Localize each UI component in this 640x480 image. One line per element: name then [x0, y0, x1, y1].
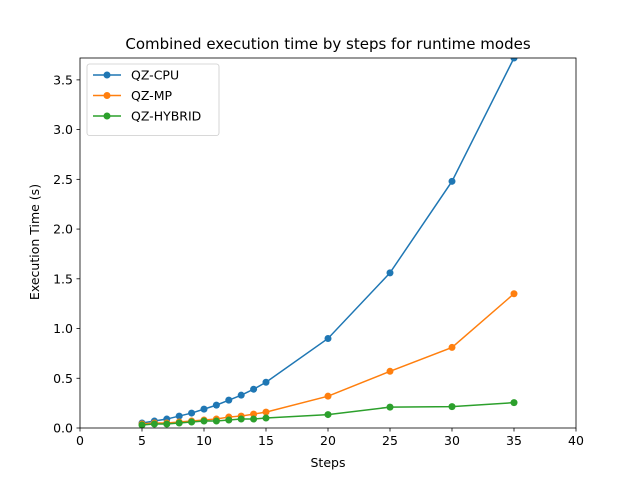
chart-title: Combined execution time by steps for run… — [125, 35, 530, 53]
data-point — [200, 417, 208, 425]
x-tick-label: 25 — [382, 433, 398, 448]
data-point — [448, 343, 456, 351]
data-point — [250, 415, 258, 423]
data-point — [510, 399, 518, 407]
y-tick-label: 2.5 — [53, 172, 73, 187]
data-point — [262, 414, 270, 422]
series-qz-hybrid — [138, 399, 518, 428]
data-point — [510, 290, 518, 298]
y-axis: 0.0 0.5 1.0 1.5 2.0 2.5 3.0 3.5 — [53, 72, 80, 436]
data-point — [163, 420, 171, 428]
legend-box — [86, 63, 220, 136]
x-tick-label: 30 — [444, 433, 460, 448]
legend-label: QZ-HYBRID — [131, 109, 201, 124]
x-tick-label: 10 — [196, 433, 212, 448]
data-point — [448, 403, 456, 411]
data-point — [175, 412, 183, 420]
data-point — [237, 415, 245, 423]
x-tick-label: 0 — [76, 433, 84, 448]
data-point — [250, 385, 258, 393]
data-point — [324, 411, 332, 419]
legend-label: QZ-CPU — [131, 68, 179, 83]
x-tick-label: 15 — [258, 433, 274, 448]
data-point — [262, 378, 270, 386]
data-point — [448, 177, 456, 185]
y-tick-label: 2.0 — [53, 222, 73, 237]
legend-swatch-marker — [103, 112, 111, 120]
data-point — [188, 418, 196, 426]
y-tick-label: 0.5 — [53, 371, 73, 386]
y-tick-label: 1.5 — [53, 271, 73, 286]
series-line — [141, 293, 515, 425]
x-tick-label: 5 — [138, 433, 146, 448]
data-point — [250, 410, 258, 418]
data-point — [212, 401, 220, 409]
series-qz-mp — [138, 290, 518, 428]
y-tick-label: 3.0 — [53, 122, 73, 137]
x-axis-label: Steps — [311, 455, 346, 470]
y-axis-label: Execution Time (s) — [27, 184, 42, 300]
legend-item: QZ-HYBRID — [93, 109, 201, 124]
y-tick-label: 0.0 — [53, 421, 73, 436]
data-point — [225, 416, 233, 424]
data-point — [262, 408, 270, 416]
legend: QZ-CPU QZ-MP QZ-HYBRID — [86, 63, 220, 136]
legend-swatch-marker — [103, 71, 111, 79]
legend-label: QZ-MP — [131, 88, 172, 103]
data-point — [138, 421, 146, 428]
data-point — [175, 419, 183, 427]
data-point — [386, 403, 394, 411]
x-tick-label: 40 — [568, 433, 584, 448]
data-point — [324, 392, 332, 400]
data-point — [188, 409, 196, 417]
x-axis: 0 5 10 15 20 25 30 35 40 — [76, 428, 584, 448]
data-point — [386, 269, 394, 277]
data-point — [386, 367, 394, 375]
legend-item: QZ-MP — [93, 88, 172, 103]
data-point — [150, 420, 158, 428]
legend-swatch-marker — [103, 92, 111, 99]
data-point — [212, 417, 220, 425]
legend-item: QZ-CPU — [93, 68, 179, 83]
data-point — [200, 405, 208, 413]
data-point — [324, 334, 332, 342]
data-point — [225, 396, 233, 404]
y-tick-label: 1.0 — [53, 321, 73, 336]
data-point — [510, 58, 518, 62]
x-tick-label: 35 — [506, 433, 522, 448]
series-qz-cpu — [138, 58, 518, 427]
y-tick-label: 3.5 — [53, 72, 73, 87]
data-point — [237, 391, 245, 399]
x-tick-label: 20 — [320, 433, 336, 448]
